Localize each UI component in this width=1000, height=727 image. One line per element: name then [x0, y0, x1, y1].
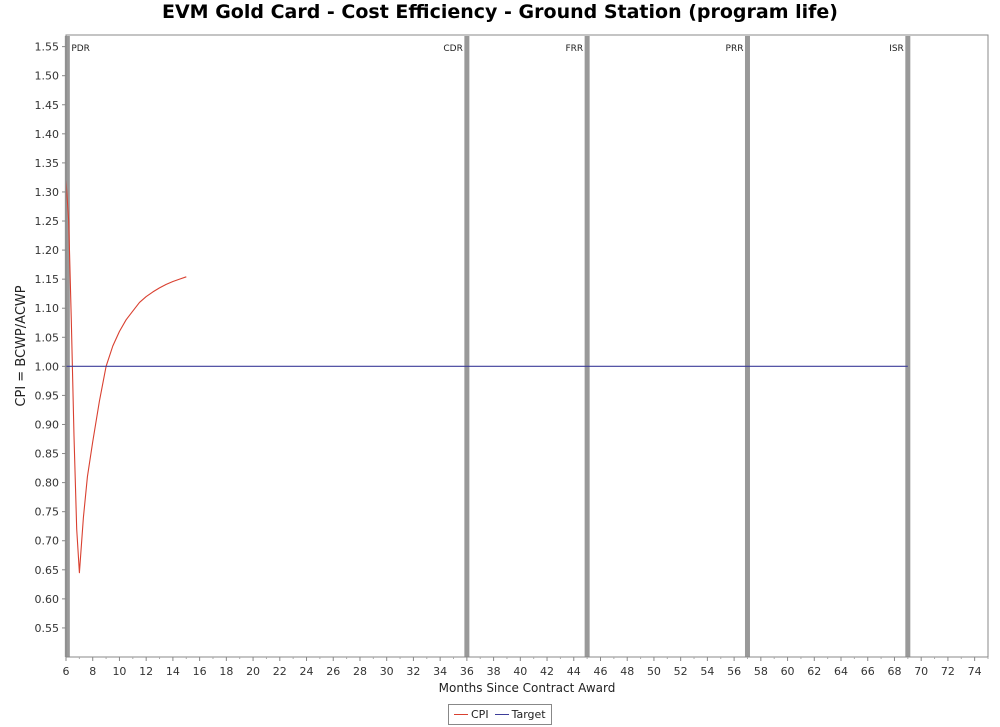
chart-title: EVM Gold Card - Cost Efficiency - Ground… — [162, 1, 838, 23]
x-axis-title: Months Since Contract Award — [439, 681, 616, 695]
x-axis: 6 8 10 12 14 16 18 20 22 24 26 28 30 32 34 36 38 40 42 44 46… — [63, 656, 989, 678]
x-tick-label: 74 — [968, 665, 982, 678]
x-tick-label: 40 — [513, 665, 527, 678]
x-tick-label: 48 — [620, 665, 634, 678]
x-tick-label: 52 — [674, 665, 688, 678]
y-tick-label: 0.85 — [35, 448, 60, 461]
legend-item-target: Target — [494, 708, 546, 721]
y-tick-label: 1.55 — [35, 41, 60, 54]
y-tick-label: 0.80 — [35, 477, 60, 490]
y-tick-label: 1.15 — [35, 273, 60, 286]
milestone-bar-pdr — [64, 36, 70, 657]
x-tick-label: 6 — [63, 665, 70, 678]
x-tick-label: 8 — [89, 665, 96, 678]
legend: CPI Target — [448, 704, 552, 725]
y-tick-label: 0.65 — [35, 564, 60, 577]
legend-label-cpi: CPI — [471, 708, 489, 721]
x-tick-label: 28 — [353, 665, 367, 678]
milestones-layer: PDR CDR FRR PRR ISR — [64, 36, 911, 657]
x-tick-label: 64 — [834, 665, 848, 678]
x-tick-label: 36 — [460, 665, 474, 678]
y-tick-label: 1.10 — [35, 302, 60, 315]
y-tick-label: 1.05 — [35, 331, 60, 344]
series-line-cpi — [65, 180, 187, 574]
milestone-bar-prr — [744, 36, 750, 657]
x-tick-label: 56 — [727, 665, 741, 678]
y-tick-label: 0.70 — [35, 535, 60, 548]
y-tick-label: 1.45 — [35, 99, 60, 112]
y-tick-label: 1.50 — [35, 70, 60, 83]
x-tick-label: 32 — [406, 665, 420, 678]
milestone-label-cdr: CDR — [443, 44, 462, 54]
milestone-bar-cdr — [464, 36, 470, 657]
x-tick-label: 20 — [246, 665, 260, 678]
milestone-label-isr: ISR — [889, 44, 904, 54]
x-tick-label: 54 — [700, 665, 714, 678]
milestone-bar-isr — [905, 36, 911, 657]
x-tick-label: 72 — [941, 665, 955, 678]
x-tick-label: 58 — [754, 665, 768, 678]
x-tick-label: 16 — [193, 665, 207, 678]
legend-swatch-cpi — [454, 714, 468, 715]
x-tick-label: 70 — [914, 665, 928, 678]
y-tick-label: 0.75 — [35, 506, 60, 519]
legend-swatch-target — [494, 714, 509, 715]
y-tick-label: 0.95 — [35, 389, 60, 402]
x-tick-label: 24 — [300, 665, 314, 678]
x-tick-label: 22 — [273, 665, 287, 678]
y-tick-label: 1.35 — [35, 157, 60, 170]
y-tick-label: 0.60 — [35, 593, 60, 606]
y-tick-label: 0.55 — [35, 622, 60, 635]
legend-item-cpi: CPI — [454, 708, 489, 721]
x-tick-label: 60 — [781, 665, 795, 678]
x-tick-label: 18 — [219, 665, 233, 678]
x-tick-label: 44 — [567, 665, 581, 678]
x-tick-label: 14 — [166, 665, 180, 678]
x-tick-label: 38 — [487, 665, 501, 678]
x-tick-label: 42 — [540, 665, 554, 678]
x-tick-label: 30 — [380, 665, 394, 678]
milestone-label-frr: FRR — [565, 44, 583, 54]
x-tick-label: 50 — [647, 665, 661, 678]
x-tick-label: 34 — [433, 665, 447, 678]
y-tick-label: 1.40 — [35, 128, 60, 141]
y-axis-title: CPI = BCWP/ACWP — [14, 285, 29, 406]
x-tick-label: 10 — [112, 665, 126, 678]
plot-area — [65, 34, 989, 658]
x-tick-label: 68 — [887, 665, 901, 678]
y-tick-label: 1.20 — [35, 244, 60, 257]
x-tick-label: 46 — [593, 665, 607, 678]
x-tick-label: 26 — [326, 665, 340, 678]
x-tick-label: 62 — [807, 665, 821, 678]
milestone-bar-frr — [584, 36, 590, 657]
x-tick-label: 66 — [861, 665, 875, 678]
y-tick-label: 1.30 — [35, 186, 60, 199]
y-tick-label: 1.00 — [35, 360, 60, 373]
legend-label-target: Target — [511, 708, 546, 721]
y-tick-label: 1.25 — [35, 215, 60, 228]
y-tick-label: 0.90 — [35, 418, 60, 431]
series-layer — [65, 180, 908, 574]
x-tick-label: 12 — [139, 665, 153, 678]
y-axis: 0.55 0.60 0.65 0.70 0.75 0.80 0.85 0.90 0.95 1.00… — [35, 35, 67, 657]
milestone-label-pdr: PDR — [71, 44, 90, 54]
milestone-label-prr: PRR — [726, 44, 744, 54]
